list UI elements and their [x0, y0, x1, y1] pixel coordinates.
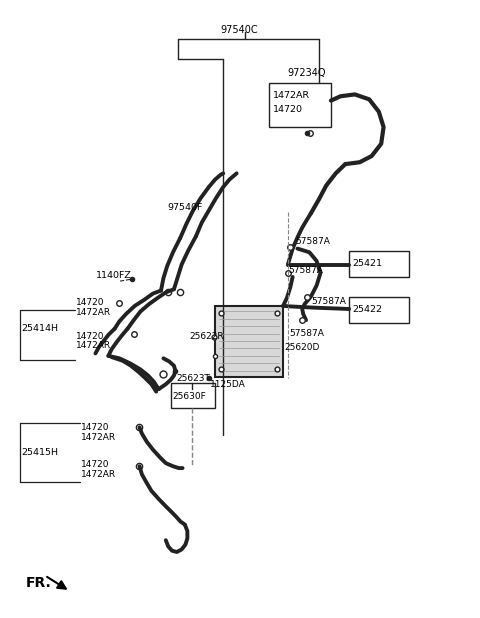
Bar	[215, 306, 283, 377]
Text: 25623T: 25623T	[177, 373, 211, 383]
Text: 57587A: 57587A	[311, 297, 346, 306]
Text: 14720: 14720	[76, 332, 105, 341]
Text: 25630F: 25630F	[172, 392, 206, 401]
Text: 57587A: 57587A	[288, 266, 323, 274]
Text: 1472AR: 1472AR	[76, 308, 111, 316]
Text: 97234Q: 97234Q	[287, 68, 325, 78]
Text: 25421: 25421	[352, 260, 383, 268]
Text: 14720: 14720	[81, 423, 109, 432]
Text: 25415H: 25415H	[22, 447, 59, 457]
Text: 97540F: 97540F	[167, 203, 203, 212]
Text: 1125DA: 1125DA	[210, 379, 246, 389]
Text: 14720: 14720	[273, 104, 302, 114]
Text: 14720: 14720	[76, 298, 105, 307]
Text: 25620D: 25620D	[284, 343, 319, 352]
Text: 97540C: 97540C	[221, 25, 259, 35]
Text: 57587A: 57587A	[295, 237, 330, 246]
Text: 1472AR: 1472AR	[273, 90, 310, 99]
Bar	[349, 297, 409, 323]
Text: 1140FZ: 1140FZ	[96, 271, 132, 279]
Text: 1472AR: 1472AR	[81, 433, 116, 442]
Text: 25422: 25422	[352, 305, 383, 314]
Bar	[269, 83, 331, 127]
Text: 1472AR: 1472AR	[81, 470, 116, 479]
Text: 1472AR: 1472AR	[76, 341, 111, 350]
Bar	[170, 383, 215, 408]
Text: 25414H: 25414H	[22, 324, 59, 333]
Text: FR.: FR.	[25, 577, 51, 590]
Text: 25622R: 25622R	[190, 332, 224, 341]
Text: 57587A: 57587A	[289, 329, 324, 338]
Text: 14720: 14720	[81, 460, 109, 469]
Bar	[349, 251, 409, 277]
